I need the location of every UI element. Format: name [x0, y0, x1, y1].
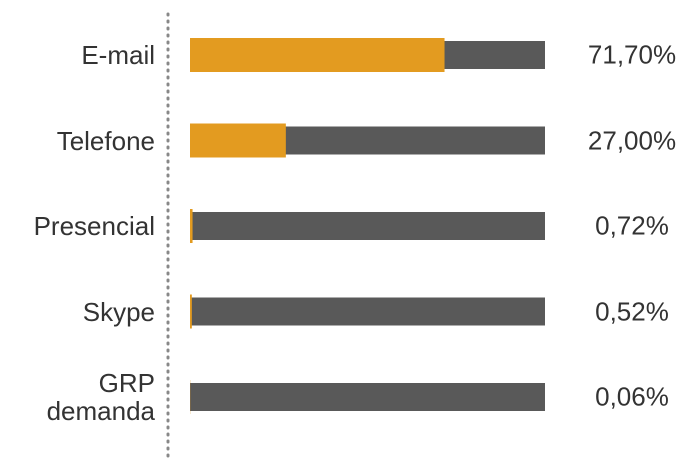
bar	[190, 209, 193, 243]
category-label: Skype	[82, 296, 155, 327]
value-label: 0,52%	[595, 296, 669, 326]
value-label: 71,70%	[587, 39, 677, 70]
category-label: GRP demanda	[46, 368, 155, 426]
bar-track	[190, 383, 545, 411]
bar-track	[190, 212, 545, 240]
category-label: E-mail	[81, 40, 155, 70]
bar	[190, 294, 192, 329]
bar-track	[190, 297, 545, 326]
category-label: Telefone	[56, 125, 155, 156]
bar	[190, 38, 445, 72]
value-label: 0,72%	[595, 210, 669, 241]
bar	[190, 123, 286, 158]
value-label: 27,00%	[587, 125, 677, 155]
value-label: 0,06%	[595, 381, 669, 412]
category-label: Presencial	[33, 211, 155, 241]
